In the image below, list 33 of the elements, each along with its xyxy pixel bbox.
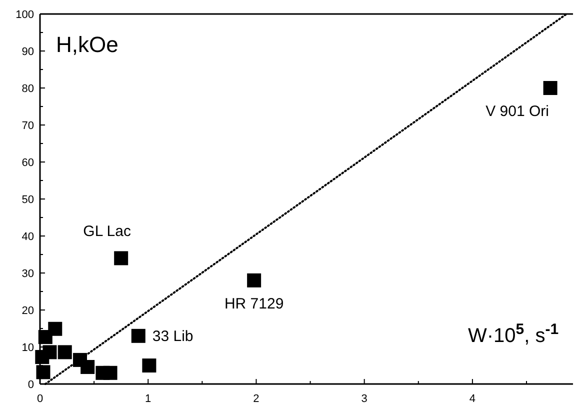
x-tick-label: 4: [469, 393, 476, 405]
x-tick-label: 0: [36, 393, 44, 405]
point: [48, 322, 62, 336]
y-tick-label: 30: [22, 268, 34, 280]
x-tick-label: 3: [361, 393, 368, 405]
x-axis-title: W·10$^{5}$, s$^{-1}$: [468, 320, 559, 347]
annotation: 33 Lib: [152, 328, 194, 345]
y-tick-label: 50: [22, 194, 34, 206]
y-tick-label: 90: [22, 46, 34, 58]
x-tick-label: 2: [253, 393, 260, 405]
y-tick-label: 70: [22, 120, 34, 132]
point: [131, 328, 146, 343]
y-tick-label: 100: [16, 9, 34, 21]
annotation: V 901 Ori: [486, 103, 549, 120]
point: [142, 358, 156, 372]
annotation: HR 7129: [224, 295, 284, 312]
point: [80, 360, 95, 374]
y-tick-label: 0: [28, 379, 34, 391]
y-tick-label: 60: [22, 157, 34, 169]
point: [247, 273, 262, 288]
x-tick-label: 1: [145, 393, 152, 405]
y-tick-label: 80: [22, 83, 34, 95]
y-axis-title: H,kOe: [56, 32, 118, 57]
y-tick-label: 20: [22, 305, 34, 317]
point: [114, 251, 128, 266]
annotation: GL Lac: [83, 223, 132, 240]
point: [543, 81, 558, 95]
point: [42, 345, 57, 360]
point: [58, 345, 72, 360]
point: [103, 366, 118, 380]
point: [36, 365, 50, 380]
y-tick-label: 10: [22, 342, 34, 354]
y-tick-label: 40: [22, 231, 34, 243]
